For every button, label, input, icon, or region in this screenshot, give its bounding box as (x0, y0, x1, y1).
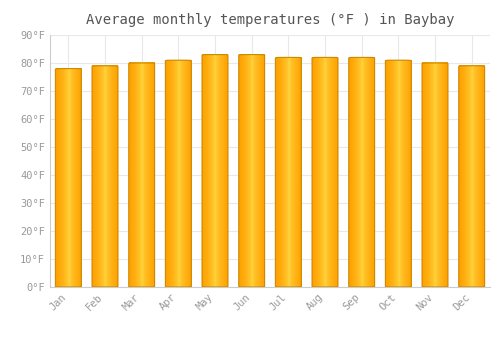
Title: Average monthly temperatures (°F ) in Baybay: Average monthly temperatures (°F ) in Ba… (86, 13, 454, 27)
